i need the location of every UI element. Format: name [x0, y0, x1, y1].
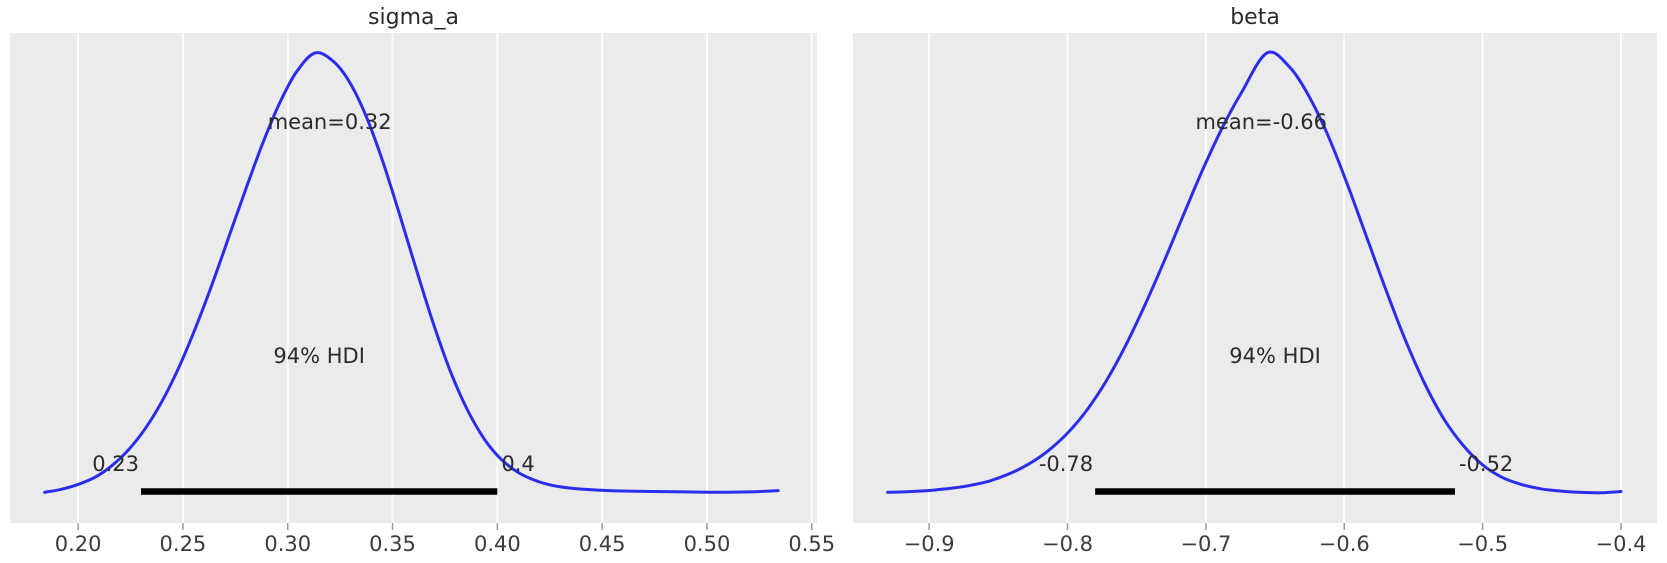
- x-tick-label: 0.50: [684, 532, 731, 556]
- x-tick-label: −0.5: [1457, 532, 1508, 556]
- x-tick-label: 0.35: [369, 532, 416, 556]
- kde-curve: [43, 51, 780, 494]
- hdi-upper-bound-label: 0.4: [501, 452, 534, 476]
- hdi-lower-bound-label: -0.78: [1039, 452, 1093, 476]
- x-tick-label: 0.45: [579, 532, 626, 556]
- x-tick-label: 0.55: [788, 532, 835, 556]
- plot-title-beta: beta: [1230, 5, 1280, 30]
- x-tick-label: 0.25: [160, 532, 207, 556]
- x-tick-label: −0.4: [1596, 532, 1647, 556]
- x-tick-label: −0.7: [1180, 532, 1231, 556]
- x-tick-label: 0.30: [264, 532, 311, 556]
- plot-panel: [10, 33, 817, 523]
- mean-annotation: mean=-0.66: [1195, 110, 1327, 134]
- hdi-lower-bound-label: 0.23: [92, 452, 139, 476]
- plot-panel: [853, 33, 1657, 523]
- hdi-probability-annotation: 94% HDI: [273, 344, 365, 368]
- x-tick-label: 0.20: [55, 532, 102, 556]
- mean-annotation: mean=0.32: [268, 110, 392, 134]
- x-tick-label: −0.9: [904, 532, 955, 556]
- hdi-upper-bound-label: -0.52: [1459, 452, 1513, 476]
- hdi-probability-annotation: 94% HDI: [1229, 344, 1321, 368]
- kde-curve: [886, 50, 1623, 495]
- x-tick-label: −0.6: [1319, 532, 1370, 556]
- plot-title-sigma-a: sigma_a: [368, 5, 459, 30]
- x-tick-label: −0.8: [1042, 532, 1093, 556]
- x-tick-label: 0.40: [474, 532, 521, 556]
